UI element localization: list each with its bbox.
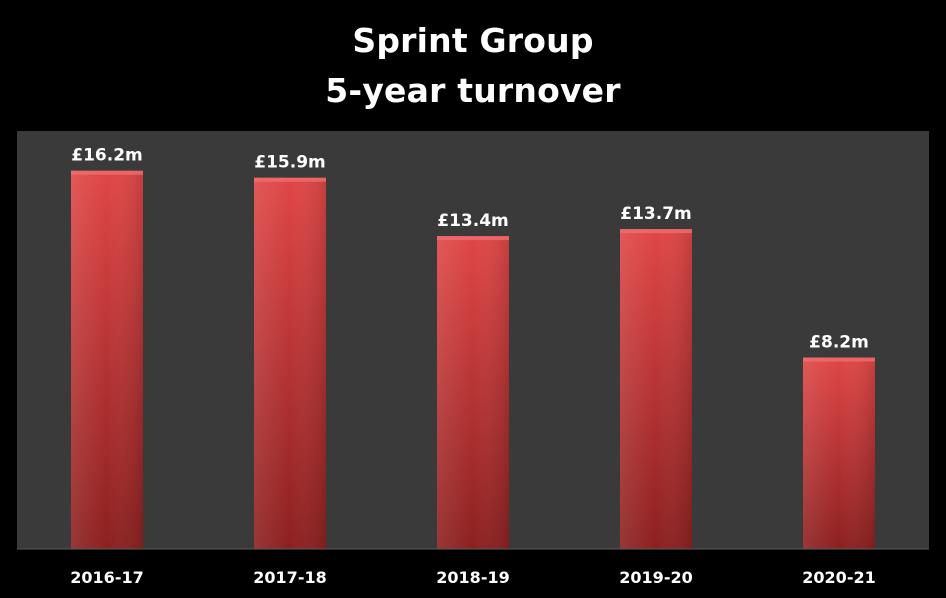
data-labels-group: £16.2m £15.9m £13.4m £13.7m £8.2m [71, 146, 869, 353]
x-tick-label-2017-18: 2017-18 [253, 568, 326, 587]
bar-top-bevel-2017-18 [254, 177, 326, 182]
bar-top-bevel-2019-20 [620, 229, 692, 234]
bar-shading-2018-19 [437, 236, 509, 550]
chart-title-line-2: 5-year turnover [325, 71, 621, 110]
bar-shading-2017-18 [254, 177, 326, 550]
data-label-2017-18: £15.9m [254, 153, 326, 173]
chart-title-line-1: Sprint Group [352, 21, 594, 60]
bar-shading-2016-17 [71, 170, 143, 550]
x-tick-label-2019-20: 2019-20 [619, 568, 692, 587]
bar-top-bevel-2020-21 [803, 357, 875, 362]
data-label-2016-17: £16.2m [71, 146, 143, 166]
bars-group [71, 170, 875, 550]
chart-title: Sprint Group 5-year turnover [0, 16, 946, 116]
bar-shading-2020-21 [803, 357, 875, 549]
x-tick-label-2018-19: 2018-19 [436, 568, 509, 587]
data-label-2020-21: £8.2m [809, 333, 869, 353]
x-tick-label-2020-21: 2020-21 [802, 568, 875, 587]
data-label-2019-20: £13.7m [620, 204, 692, 224]
x-tick-label-2016-17: 2016-17 [70, 568, 143, 587]
bar-top-bevel-2018-19 [437, 236, 509, 241]
data-label-2018-19: £13.4m [437, 211, 509, 231]
bar-shading-2019-20 [620, 229, 692, 550]
x-tick-labels-group: 2016-17 2017-18 2018-19 2019-20 2020-21 [70, 568, 875, 587]
bar-top-bevel-2016-17 [71, 170, 143, 175]
